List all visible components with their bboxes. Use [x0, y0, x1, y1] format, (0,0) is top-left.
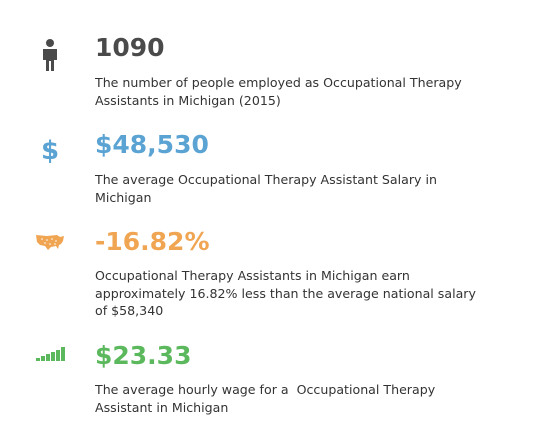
stat-description: of $58,340 — [95, 303, 164, 318]
bars-icon — [36, 347, 65, 361]
stat-description: Assistants in Michigan (2015) — [95, 92, 281, 108]
person-icon — [43, 39, 57, 71]
stat-description: Michigan — [95, 189, 152, 205]
stat-value: 1090 — [95, 33, 165, 62]
stat-value: $48,530 — [95, 130, 209, 159]
stat-description: approximately 16.82% less than the avera… — [95, 285, 476, 301]
stat-description: Occupational Therapy Assistants in Michi… — [95, 268, 410, 283]
stat-description: The average Occupational Therapy Assista… — [95, 172, 437, 187]
stat-description: Assistant in Michigan — [95, 399, 229, 415]
dollar-icon: $ — [40, 136, 60, 166]
stat-value: -16.82% — [95, 227, 210, 256]
stat-description: The average hourly wage for a Occupation… — [95, 382, 436, 397]
stat-value: $23.33 — [95, 341, 192, 370]
us-map-icon — [36, 235, 64, 250]
stat-description: The number of people employed as Occupat… — [95, 75, 462, 90]
